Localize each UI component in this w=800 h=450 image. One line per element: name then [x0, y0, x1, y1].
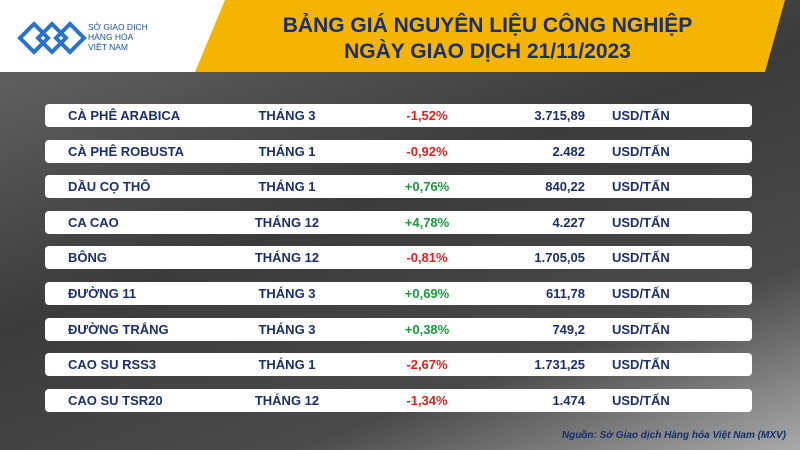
table-row: CA CAO THÁNG 12 +4,78% 4.227 USD/TẤN	[45, 210, 752, 234]
logo-text: HÀNG HÓA	[88, 32, 134, 42]
table-row: ĐƯỜNG 11 THÁNG 3 +0,69% 611,78 USD/TẤN	[45, 282, 752, 305]
table-row: CAO SU RSS3 THÁNG 1 -2,67% 1.731,25 USD/TẤN	[45, 353, 752, 377]
change: +0,38%	[404, 321, 450, 337]
price: 611,78	[545, 286, 585, 301]
change: -1,34%	[406, 392, 448, 408]
commodity: ĐƯỜNG TRẮNG	[68, 321, 169, 337]
change: +0,69%	[404, 286, 450, 301]
commodity: CAO SU TSR20	[68, 392, 163, 408]
table-row: CAO SU TSR20 THÁNG 12 -1,34% 1.474 USD/TẤN	[45, 388, 752, 412]
change: +4,78%	[404, 214, 450, 230]
logo-icon	[12, 8, 92, 68]
commodity: BÔNG	[68, 250, 107, 266]
table-row: DẦU CỌ THÔ THÁNG 1 +0,76% 840,22 USD/TẤN	[45, 175, 752, 199]
price: 1.474	[552, 392, 585, 408]
change: -1,52%	[406, 108, 448, 123]
unit: USD/TẤN	[612, 108, 670, 123]
table-row: CÀ PHÊ ARABICA THÁNG 3 -1,52% 3.715,89 USD/T…	[45, 104, 752, 127]
contract-month: THÁNG 1	[258, 143, 316, 159]
price: 2.482	[552, 143, 585, 159]
price: 4.227	[552, 214, 585, 230]
title: BẢNG GIÁ NGUYÊN LIỆU CÔNG NGHIỆP	[282, 14, 693, 37]
change: -2,67%	[406, 357, 448, 373]
unit: USD/TẤN	[612, 250, 670, 266]
contract-month: THÁNG 12	[254, 392, 320, 408]
logo: SỞ GIAO DỊCH HÀNG HÓA VIỆT NAM	[0, 0, 225, 72]
contract-month: THÁNG 1	[258, 357, 316, 373]
unit: USD/TẤN	[612, 286, 670, 301]
commodity: CA CAO	[68, 214, 119, 230]
logo-text: VIỆT NAM	[88, 42, 128, 52]
commodity: CÀ PHÊ ROBUSTA	[68, 143, 185, 159]
contract-month: THÁNG 12	[254, 214, 320, 230]
contract-month: THÁNG 3	[258, 321, 316, 337]
table-row: ĐƯỜNG TRẮNG THÁNG 3 +0,38% 749,2 USD/TẤN	[45, 317, 752, 341]
logo-text: SỞ GIAO DỊCH	[88, 22, 148, 32]
commodity: CAO SU RSS3	[68, 357, 157, 373]
source-note: Nguồn: Sở Giao dịch Hàng hóa Việt Nam (M…	[561, 430, 786, 441]
change: +0,76%	[404, 179, 450, 195]
price: 840,22	[545, 179, 585, 195]
unit: USD/TẤN	[612, 214, 670, 230]
contract-month: THÁNG 3	[258, 108, 316, 123]
table-row: CÀ PHÊ ROBUSTA THÁNG 1 -0,92% 2.482 USD/TẤN	[45, 139, 752, 163]
commodity: CÀ PHÊ ARABICA	[68, 108, 181, 123]
header-banner	[190, 0, 785, 72]
unit: USD/TẤN	[612, 321, 670, 337]
change: -0,92%	[406, 143, 448, 159]
subtitle: NGÀY GIAO DỊCH 21/11/2023	[344, 40, 631, 63]
unit: USD/TẤN	[612, 179, 670, 195]
price: 749,2	[552, 321, 585, 337]
unit: USD/TẤN	[612, 392, 670, 408]
contract-month: THÁNG 3	[258, 286, 316, 301]
change: -0,81%	[406, 250, 448, 266]
unit: USD/TẤN	[612, 357, 670, 373]
commodity: DẦU CỌ THÔ	[68, 179, 151, 195]
price: 3.715,89	[534, 108, 585, 123]
contract-month: THÁNG 1	[258, 179, 316, 195]
table-row: BÔNG THÁNG 12 -0,81% 1.705,05 USD/TẤN	[45, 246, 752, 270]
contract-month: THÁNG 12	[254, 250, 320, 266]
price: 1.705,05	[534, 250, 585, 266]
price: 1.731,25	[534, 357, 585, 373]
unit: USD/TẤN	[612, 143, 670, 159]
commodity: ĐƯỜNG 11	[68, 286, 137, 301]
